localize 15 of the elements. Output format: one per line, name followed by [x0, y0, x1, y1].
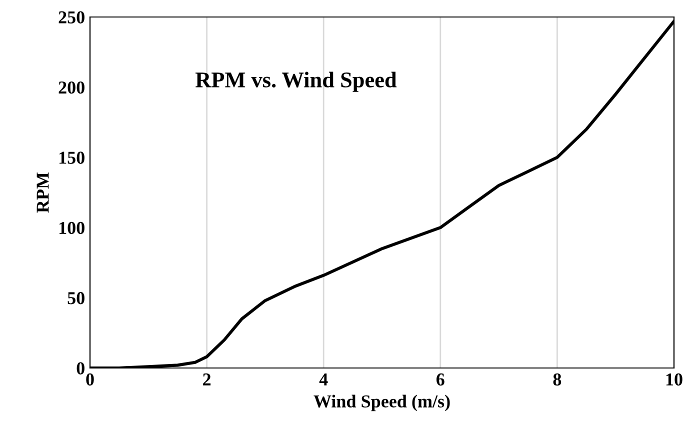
y-tick-label: 150: [60, 152, 84, 164]
x-tick-label: 8: [553, 373, 562, 386]
y-tick-label: 200: [58, 81, 84, 94]
y-tick-label: 50: [68, 292, 84, 304]
x-tick-label: 2: [203, 373, 211, 386]
text: RPM vs. Wind Speed: [196, 72, 397, 92]
y-tick-label: 0: [76, 362, 84, 374]
x-tick-label: 4: [319, 374, 328, 386]
x-tick-label: 6: [436, 373, 444, 386]
y-tick-label: 100: [60, 222, 84, 234]
x-tick-label: 10: [666, 373, 682, 386]
y-axis-title: RPM: [36, 172, 49, 213]
x-tick-label: 0: [86, 373, 94, 386]
y-tick-label: 250: [58, 11, 84, 24]
x-axis-title: Wind Speed (m/s): [314, 394, 450, 412]
